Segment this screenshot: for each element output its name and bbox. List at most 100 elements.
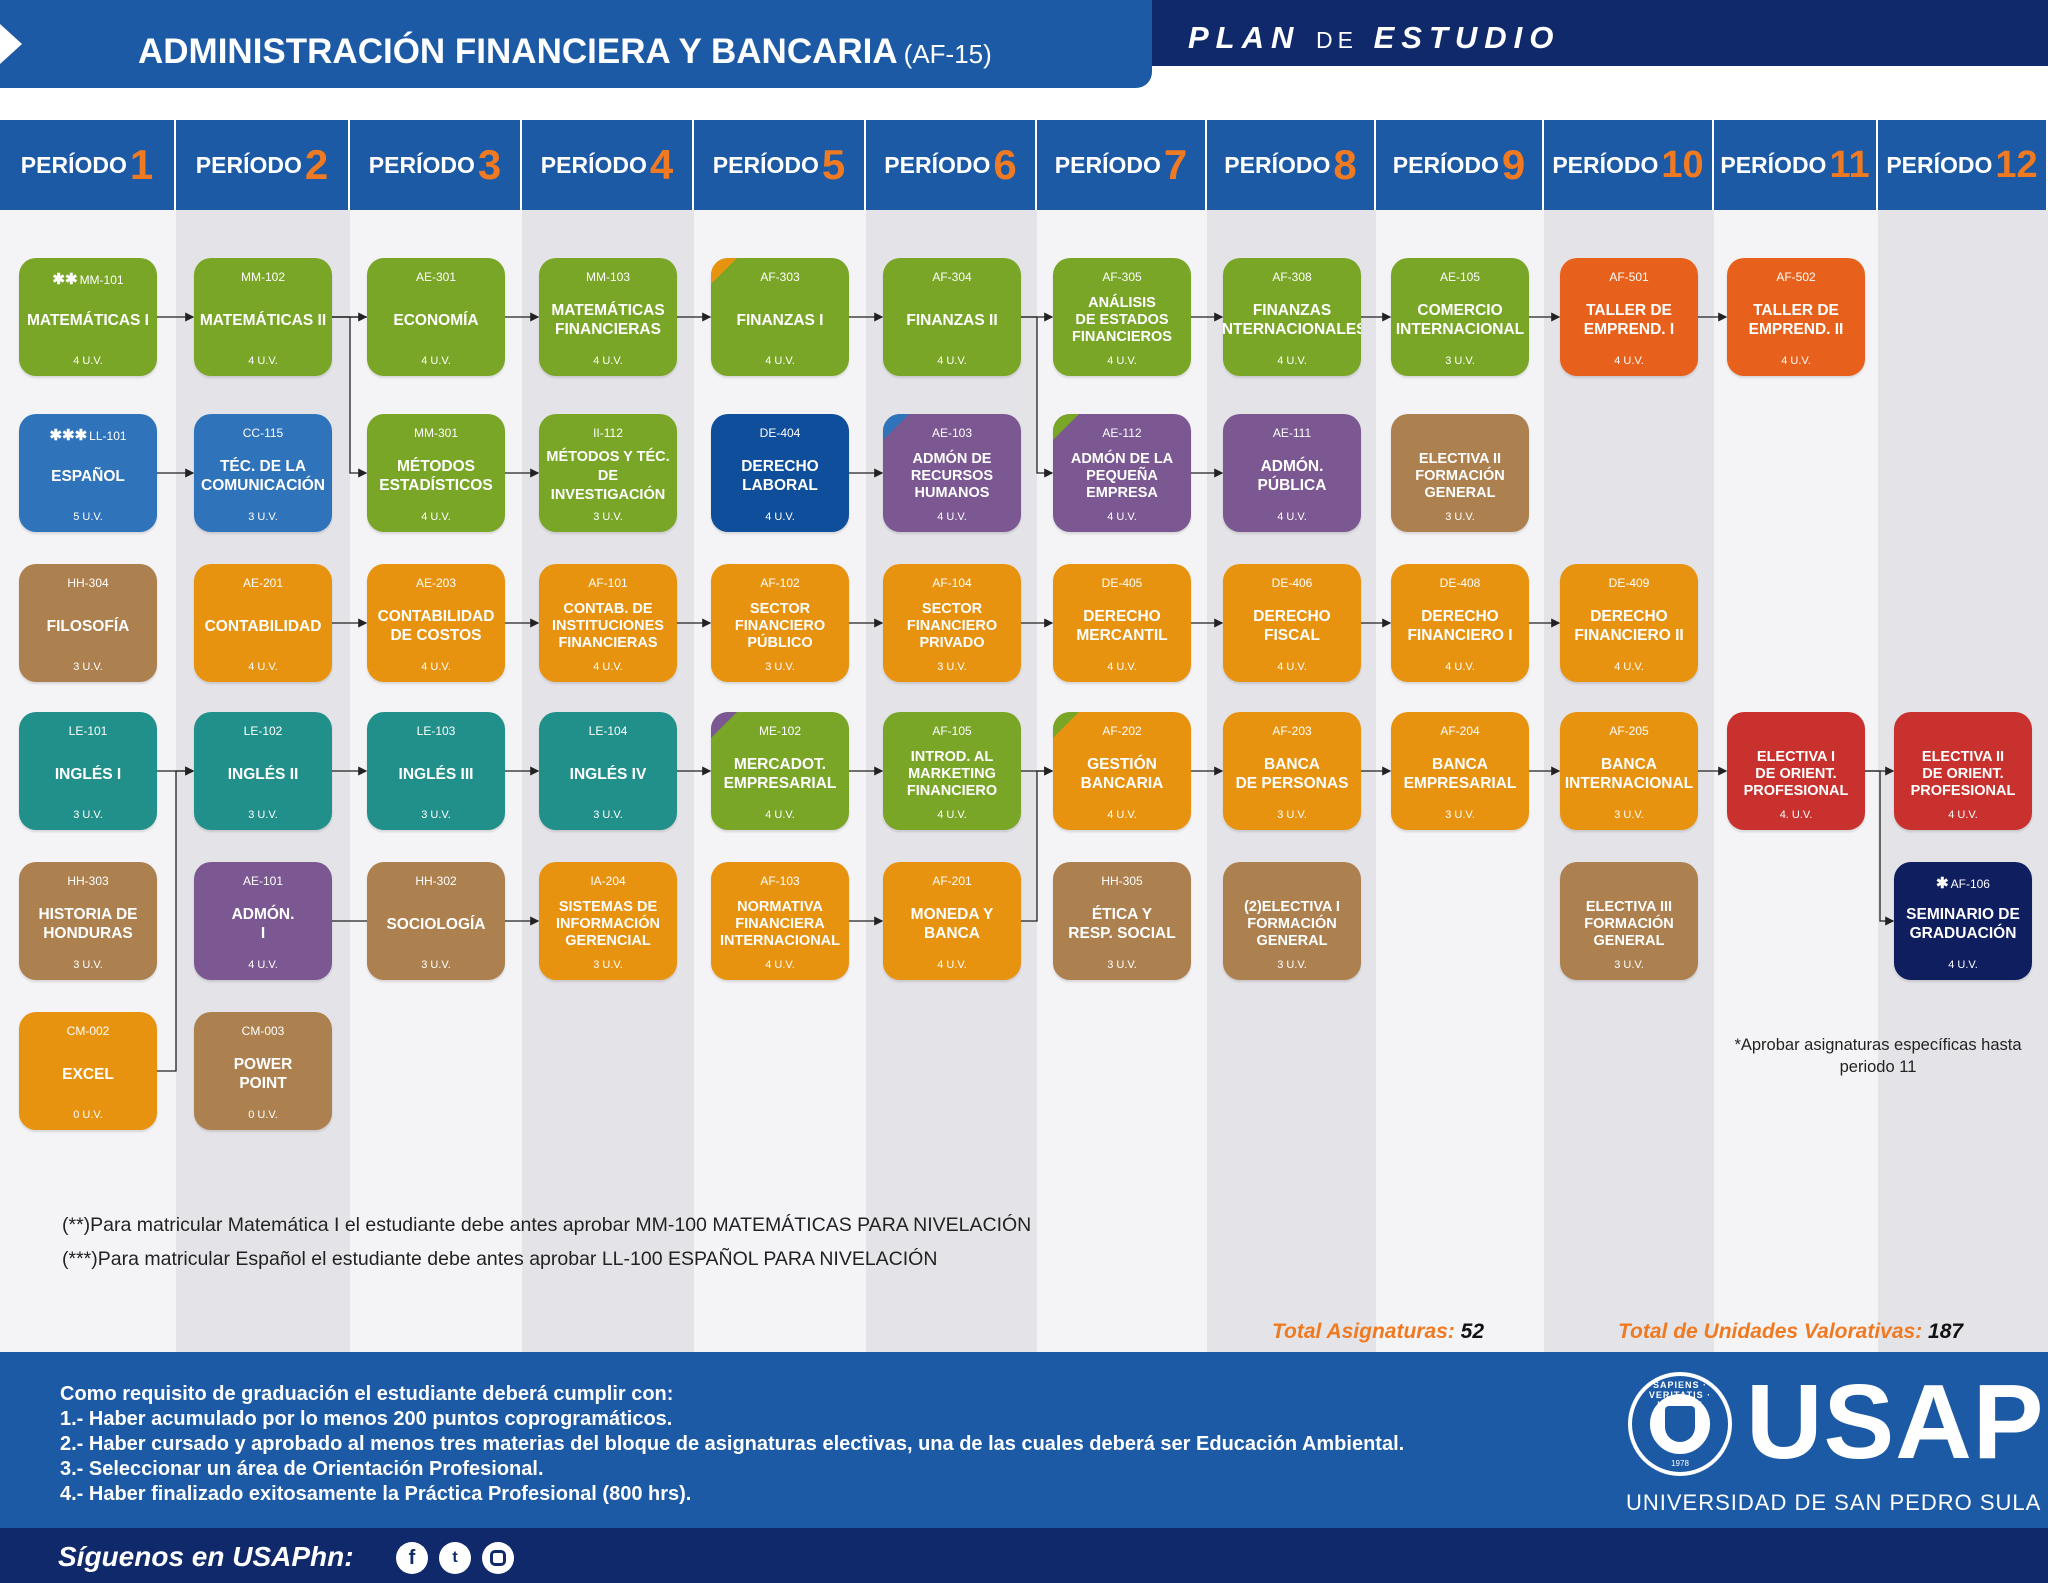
period-label: PERÍODO: [884, 151, 991, 178]
instagram-icon[interactable]: [482, 1542, 514, 1574]
course-units: 0 U.V.: [248, 1109, 278, 1121]
course-card-af-106[interactable]: ✱ AF-106 SEMINARIO DE GRADUACIÓN 4 U.V.: [1894, 862, 2032, 980]
course-card-af-103[interactable]: AF-103 NORMATIVA FINANCIERA INTERNACIONAL…: [711, 862, 849, 980]
course-card-ae-105[interactable]: AE-105 COMERCIO INTERNACIONAL 3 U.V.: [1391, 258, 1529, 376]
course-card-el-1[interactable]: (2)ELECTIVA I FORMACIÓN GENERAL 3 U.V.: [1223, 862, 1361, 980]
asterisk-icon: ✱✱: [52, 271, 78, 288]
course-code: AF-502: [1776, 270, 1816, 284]
course-card-ll-101[interactable]: ✱✱✱ LL-101 ESPAÑOL 5 U.V.: [19, 414, 157, 532]
course-card-ae-103[interactable]: AE-103 ADMÓN DE RECURSOS HUMANOS 4 U.V.: [883, 414, 1021, 532]
course-card-ae-203[interactable]: AE-203 CONTABILIDAD DE COSTOS 4 U.V.: [367, 564, 505, 682]
course-card-le-102[interactable]: LE-102 INGLÉS II 3 U.V.: [194, 712, 332, 830]
course-units: 4 U.V.: [1277, 511, 1307, 523]
course-card-le-104[interactable]: LE-104 INGLÉS IV 3 U.V.: [539, 712, 677, 830]
course-card-af-105[interactable]: AF-105 INTROD. AL MARKETING FINANCIERO 4 U…: [883, 712, 1021, 830]
course-name: MÉTODOS Y TÉC. DE INVESTIGACIÓN: [546, 448, 670, 503]
course-code: AF-203: [1272, 724, 1312, 738]
course-card-af-201[interactable]: AF-201 MONEDA Y BANCA 4 U.V.: [883, 862, 1021, 980]
course-card-le-103[interactable]: LE-103 INGLÉS III 3 U.V.: [367, 712, 505, 830]
course-card-ae-101[interactable]: AE-101 ADMÓN. I 4 U.V.: [194, 862, 332, 980]
course-card-af-203[interactable]: AF-203 BANCA DE PERSONAS 3 U.V.: [1223, 712, 1361, 830]
course-card-hh-304[interactable]: HH-304 FILOSOFÍA 3 U.V.: [19, 564, 157, 682]
course-name: ELECTIVA I DE ORIENT. PROFESIONAL: [1743, 748, 1849, 799]
course-units: 3 U.V.: [937, 661, 967, 673]
course-card-de-404[interactable]: DE-404 DERECHO LABORAL 4 U.V.: [711, 414, 849, 532]
course-card-mm-301[interactable]: MM-301 MÉTODOS ESTADÍSTICOS 4 U.V.: [367, 414, 505, 532]
course-card-le-101[interactable]: LE-101 INGLÉS I 3 U.V.: [19, 712, 157, 830]
course-card-af-205[interactable]: AF-205 BANCA INTERNACIONAL 3 U.V.: [1560, 712, 1698, 830]
program-code: (AF-15): [903, 39, 992, 69]
course-card-de-408[interactable]: DE-408 DERECHO FINANCIERO I 4 U.V.: [1391, 564, 1529, 682]
course-name: MERCADOT. EMPRESARIAL: [723, 756, 837, 792]
course-card-af-104[interactable]: AF-104 SECTOR FINANCIERO PRIVADO 3 U.V.: [883, 564, 1021, 682]
course-card-ii-112[interactable]: II-112 MÉTODOS Y TÉC. DE INVESTIGACIÓN 3 U…: [539, 414, 677, 532]
course-card-ae-201[interactable]: AE-201 CONTABILIDAD 4 U.V.: [194, 564, 332, 682]
course-card-eop-1[interactable]: ELECTIVA I DE ORIENT. PROFESIONAL 4. U.V.: [1727, 712, 1865, 830]
period-label: PERÍODO: [195, 151, 302, 178]
course-code: AF-205: [1609, 724, 1649, 738]
period-label: PERÍODO: [1886, 151, 1993, 178]
course-card-af-102[interactable]: AF-102 SECTOR FINANCIERO PÚBLICO 3 U.V.: [711, 564, 849, 682]
course-card-mm-102[interactable]: MM-102 MATEMÁTICAS II 4 U.V.: [194, 258, 332, 376]
course-card-de-405[interactable]: DE-405 DERECHO MERCANTIL 4 U.V.: [1053, 564, 1191, 682]
course-card-af-204[interactable]: AF-204 BANCA EMPRESARIAL 3 U.V.: [1391, 712, 1529, 830]
course-card-af-501[interactable]: AF-501 TALLER DE EMPREND. I 4 U.V.: [1560, 258, 1698, 376]
course-card-ia-204[interactable]: IA-204 SISTEMAS DE INFORMACIÓN GERENCIAL 3…: [539, 862, 677, 980]
period-header-7: PERÍODO 7: [1037, 120, 1207, 210]
header-plan-bar: [1152, 0, 2048, 66]
course-card-mm-101[interactable]: ✱✱ MM-101 MATEMÁTICAS I 4 U.V.: [19, 258, 157, 376]
course-units: 4 U.V.: [421, 355, 451, 367]
period-number: 1: [129, 141, 154, 188]
course-card-af-502[interactable]: AF-502 TALLER DE EMPREND. II 4 U.V.: [1727, 258, 1865, 376]
period-number: 3: [477, 141, 502, 188]
course-code: AF-103: [760, 874, 800, 888]
course-card-hh-303[interactable]: HH-303 HISTORIA DE HONDURAS 3 U.V.: [19, 862, 157, 980]
course-name: DERECHO FISCAL: [1253, 608, 1331, 644]
course-card-el-3[interactable]: ELECTIVA III FORMACIÓN GENERAL 3 U.V.: [1560, 862, 1698, 980]
course-units: 4 U.V.: [765, 809, 795, 821]
course-card-mm-103[interactable]: MM-103 MATEMÁTICAS FINANCIERAS 4 U.V.: [539, 258, 677, 376]
social-bar: [0, 1528, 2048, 1583]
course-units: 4 U.V.: [765, 355, 795, 367]
course-units: 4 U.V.: [421, 511, 451, 523]
period-header-3: PERÍODO 3: [350, 120, 522, 210]
course-name: CONTABILIDAD: [204, 617, 322, 635]
course-card-cm-002[interactable]: CM-002 EXCEL 0 U.V.: [19, 1012, 157, 1130]
course-name: SISTEMAS DE INFORMACIÓN GERENCIAL: [556, 898, 660, 949]
course-name: DERECHO LABORAL: [741, 458, 819, 494]
course-units: 4 U.V.: [937, 511, 967, 523]
course-card-me-102[interactable]: ME-102 MERCADOT. EMPRESARIAL 4 U.V.: [711, 712, 849, 830]
course-card-af-303[interactable]: AF-303 FINANZAS I 4 U.V.: [711, 258, 849, 376]
course-card-cm-003[interactable]: CM-003 POWER POINT 0 U.V.: [194, 1012, 332, 1130]
period-label: PERÍODO: [1224, 151, 1331, 178]
course-card-de-406[interactable]: DE-406 DERECHO FISCAL 4 U.V.: [1223, 564, 1361, 682]
course-card-cc-115[interactable]: CC-115 TÉC. DE LA COMUNICACIÓN 3 U.V.: [194, 414, 332, 532]
course-card-de-409[interactable]: DE-409 DERECHO FINANCIERO II 4 U.V.: [1560, 564, 1698, 682]
course-card-af-308[interactable]: AF-308 FINANZAS INTERNACIONALES 4 U.V.: [1223, 258, 1361, 376]
course-code: HH-303: [67, 874, 109, 888]
course-name: ADMÓN. I: [231, 906, 295, 942]
twitter-icon[interactable]: t: [439, 1542, 471, 1574]
course-card-af-304[interactable]: AF-304 FINANZAS II 4 U.V.: [883, 258, 1021, 376]
course-card-eop-2[interactable]: ELECTIVA II DE ORIENT. PROFESIONAL 4 U.V.: [1894, 712, 2032, 830]
course-card-el-2[interactable]: ELECTIVA II FORMACIÓN GENERAL 3 U.V.: [1391, 414, 1529, 532]
course-card-af-101[interactable]: AF-101 CONTAB. DE INSTITUCIONES FINANCIER…: [539, 564, 677, 682]
header-arrow-icon: [0, 24, 22, 64]
course-card-hh-302[interactable]: HH-302 SOCIOLOGÍA 3 U.V.: [367, 862, 505, 980]
facebook-icon[interactable]: f: [396, 1542, 428, 1574]
course-card-ae-111[interactable]: AE-111 ADMÓN. PÚBLICA 4 U.V.: [1223, 414, 1361, 532]
period-header-9: PERÍODO 9: [1376, 120, 1544, 210]
course-card-ae-112[interactable]: AE-112 ADMÓN DE LA PEQUEÑA EMPRESA 4 U.V.: [1053, 414, 1191, 532]
course-name: ESPAÑOL: [51, 467, 125, 485]
course-name: BANCA EMPRESARIAL: [1403, 756, 1517, 792]
course-card-af-202[interactable]: AF-202 GESTIÓN BANCARIA 4 U.V.: [1053, 712, 1191, 830]
total-units: Total de Unidades Valorativas: 187: [1618, 1320, 1963, 1344]
course-card-af-305[interactable]: AF-305 ANÁLISIS DE ESTADOS FINANCIEROS 4 U…: [1053, 258, 1191, 376]
prerequisite-arrow: [332, 316, 368, 478]
course-card-hh-305[interactable]: HH-305 ÉTICA Y RESP. SOCIAL 3 U.V.: [1053, 862, 1191, 980]
course-name: ADMÓN DE RECURSOS HUMANOS: [910, 450, 994, 501]
course-card-ae-301[interactable]: AE-301 ECONOMÍA 4 U.V.: [367, 258, 505, 376]
course-name: MATEMÁTICAS II: [199, 311, 327, 329]
course-units: 4 U.V.: [1277, 661, 1307, 673]
course-code: LE-103: [416, 724, 456, 738]
